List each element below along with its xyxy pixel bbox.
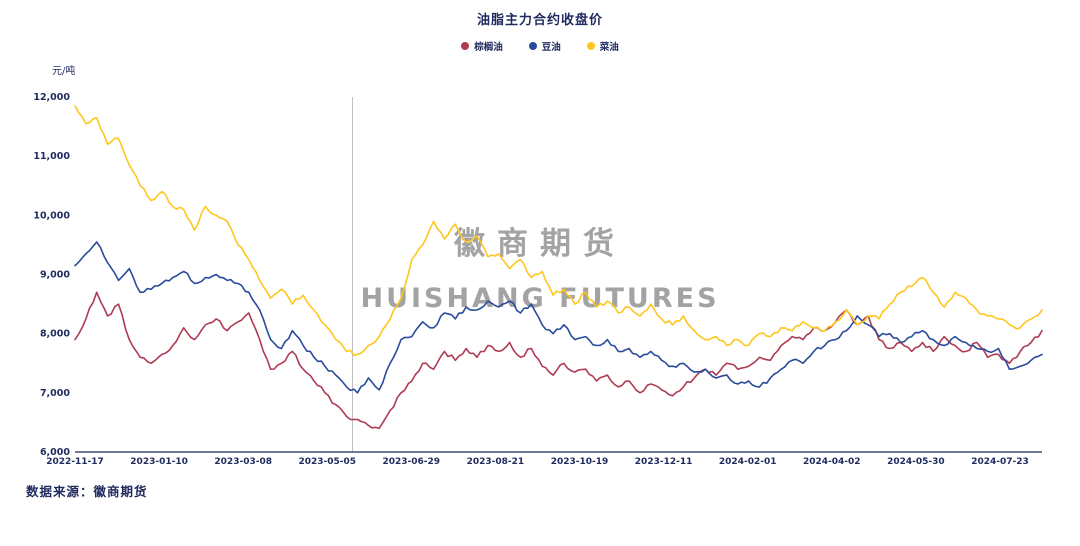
x-tick-label: 2023-08-21 [467, 457, 525, 467]
x-tick-label: 2022-11-17 [46, 457, 104, 467]
legend-item-palm-oil: 棕榈油 [461, 39, 503, 53]
legend-label: 豆油 [541, 42, 561, 53]
series-line-3 [74, 105, 1043, 357]
legend-item-rapeseed-oil: 菜油 [586, 39, 619, 53]
x-tick-label: 2023-03-08 [214, 457, 272, 467]
x-tick-label: 2024-02-01 [719, 457, 777, 467]
y-tick-label: 9,000 [40, 270, 70, 281]
palm-oil-marker-icon [461, 42, 470, 50]
chart-legend: 棕榈油 豆油 菜油 [0, 39, 1080, 53]
x-tick-label: 2023-05-05 [299, 457, 357, 467]
x-tick-label: 2024-05-30 [887, 457, 945, 467]
y-tick-label: 11,000 [33, 151, 70, 162]
x-tick-label: 2024-07-23 [971, 457, 1029, 467]
legend-item-soybean-oil: 豆油 [528, 39, 561, 53]
rapeseed-oil-marker-icon [586, 42, 595, 50]
x-tick-label: 2023-10-19 [551, 457, 609, 467]
x-tick-label: 2023-06-29 [383, 457, 441, 467]
y-axis-unit-label: 元/吨 [52, 66, 76, 77]
legend-label: 棕榈油 [474, 42, 503, 53]
y-tick-label: 6,000 [40, 447, 70, 458]
x-tick-label: 2023-01-10 [130, 457, 188, 467]
y-tick-label: 8,000 [40, 329, 70, 340]
chart-title: 油脂主力合约收盘价 [476, 13, 603, 28]
y-tick-label: 7,000 [40, 388, 70, 399]
x-tick-label: 2024-04-02 [803, 457, 861, 467]
y-tick-label: 10,000 [33, 210, 70, 221]
soybean-oil-marker-icon [528, 42, 537, 50]
y-tick-label: 12,000 [33, 92, 70, 103]
data-source-label: 数据来源：徽商期货 [26, 484, 148, 499]
legend-label: 菜油 [599, 42, 619, 53]
series-line-1 [74, 291, 1043, 430]
x-tick-label: 2023-12-11 [635, 457, 693, 467]
series-line-2 [74, 241, 1043, 394]
